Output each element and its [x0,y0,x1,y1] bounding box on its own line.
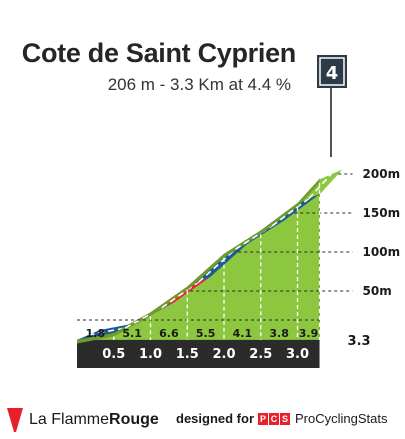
segment-gradient-label: 3.9 [299,327,319,340]
road-center-dashes [235,225,273,250]
road-edge [297,179,320,207]
road-edge [113,312,151,337]
x-end-label: 3.3 [348,334,371,349]
x-tick-label: 1.5 [176,347,199,362]
chart-subtitle: 206 m - 3.3 Km at 4.4 % [107,75,291,94]
segment-gradient-label: 1.8 [86,327,106,340]
y-tick-label: 150m [363,206,401,220]
road-edge [224,230,261,258]
y-tick-label: 200m [363,167,401,181]
road-center-dashes [88,327,126,336]
road-center-dashes [198,248,237,283]
x-tick-label: 1.0 [139,347,162,362]
category-badge [317,55,347,88]
x-tick-label: 0.5 [102,347,125,362]
pcs-letter-p: P [258,412,268,425]
x-tick-label: 2.0 [212,347,235,362]
y-tick-label: 100m [363,245,401,259]
segment-gradient-label: 5.1 [122,327,142,340]
category-badge-inner [319,57,345,86]
segment-gradient-label: 5.5 [196,327,216,340]
road-segment [77,322,137,340]
flamme-rouge-flag-icon [7,408,23,432]
road-center-dashes [161,281,200,309]
la-flamme-rouge-text: La FlammeRouge [29,411,159,428]
x-tick-label: 3.0 [286,347,309,362]
road-edge [150,286,188,317]
segment-gradient-label: 4.1 [233,327,253,340]
segment-gradient-label: 3.8 [269,327,289,340]
x-tick-label: 2.5 [249,347,272,362]
climb-profile-chart: 1.8 5.1 6.6 5.5 4.1 3.8 3.9 0.5 1.0 1.5 2.0 2.5 3.0 3… [76,55,401,368]
profile-distance-band [77,340,320,368]
pcs-letter-c: C [269,412,279,425]
footer: La FlammeRouge designed for P C S ProCyc… [0,405,405,439]
category-badge-label: 4 [326,63,339,84]
procyclingstats-logo[interactable]: P C S ProCyclingStats [258,411,387,426]
la-flamme-rouge-logo[interactable]: La FlammeRouge [7,408,159,432]
road-edge [77,332,114,344]
road-center-dashes [308,173,332,200]
road-center-dashes [271,197,310,227]
procyclingstats-name: ProCyclingStats [295,411,388,426]
profile-front-face [76,178,320,341]
designed-for-label: designed for [176,411,255,426]
road-edge [260,203,298,235]
y-tick-label: 50m [363,284,392,298]
road-edge [187,254,224,291]
pcs-letter-s: S [280,412,290,425]
segment-gradient-label: 6.6 [159,327,179,340]
chart-title: Cote de Saint Cyprien [21,38,297,68]
